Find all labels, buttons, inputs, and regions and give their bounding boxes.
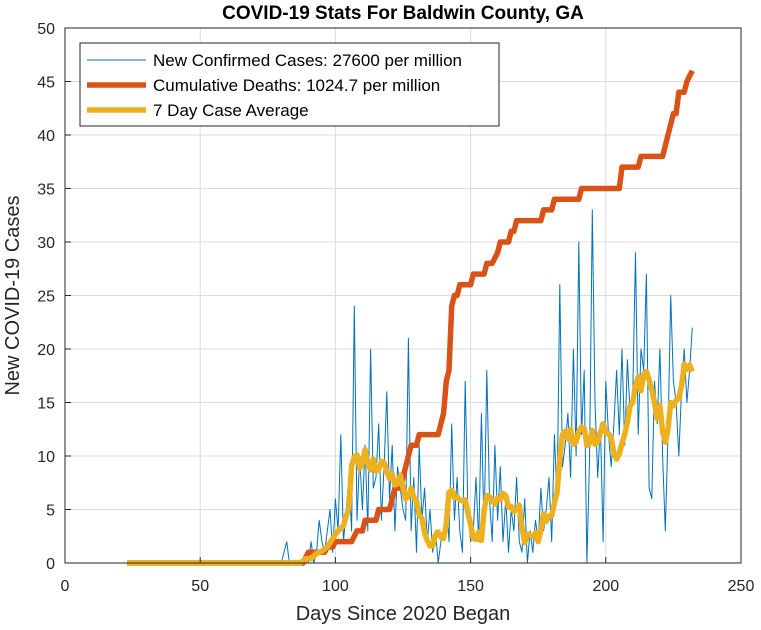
- y-tick-label: 50: [37, 21, 55, 38]
- x-tick-label: 250: [728, 578, 755, 595]
- series-7-day-average: [127, 361, 695, 566]
- chart-title: COVID-19 Stats For Baldwin County, GA: [222, 3, 584, 24]
- x-tick-label: 0: [61, 578, 70, 595]
- x-tick-label: 50: [191, 578, 209, 595]
- y-tick-label: 15: [37, 396, 55, 413]
- y-tick-label: 5: [46, 503, 55, 520]
- y-tick-label: 25: [37, 289, 55, 306]
- legend-label-7-day-average: 7 Day Case Average: [153, 101, 309, 120]
- legend: New Confirmed Cases: 27600 per million C…: [79, 42, 500, 127]
- x-tick-label: 150: [457, 578, 484, 595]
- plot-series: [127, 69, 695, 566]
- y-tick-label: 0: [46, 556, 55, 573]
- y-tick-label: 10: [37, 449, 55, 466]
- axis-ticks: 0 50 100 150 200 250 0 5 10 15 20 25 30 35 40 45 50: [37, 21, 754, 595]
- y-tick-label: 45: [37, 75, 55, 92]
- y-tick-label: 40: [37, 128, 55, 145]
- series-cumulative-deaths: [127, 69, 695, 566]
- legend-label-new-cases: New Confirmed Cases: 27600 per million: [153, 51, 462, 70]
- y-axis-title: New COVID-19 Cases: [2, 195, 24, 395]
- x-axis-title: Days Since 2020 Began: [296, 603, 511, 625]
- y-tick-label: 35: [37, 182, 55, 199]
- legend-box: [79, 42, 500, 127]
- legend-label-cumulative-deaths: Cumulative Deaths: 1024.7 per million: [153, 76, 440, 95]
- x-tick-label: 100: [322, 578, 349, 595]
- y-tick-label: 20: [37, 342, 55, 359]
- x-tick-label: 200: [592, 578, 619, 595]
- y-tick-label: 30: [37, 235, 55, 252]
